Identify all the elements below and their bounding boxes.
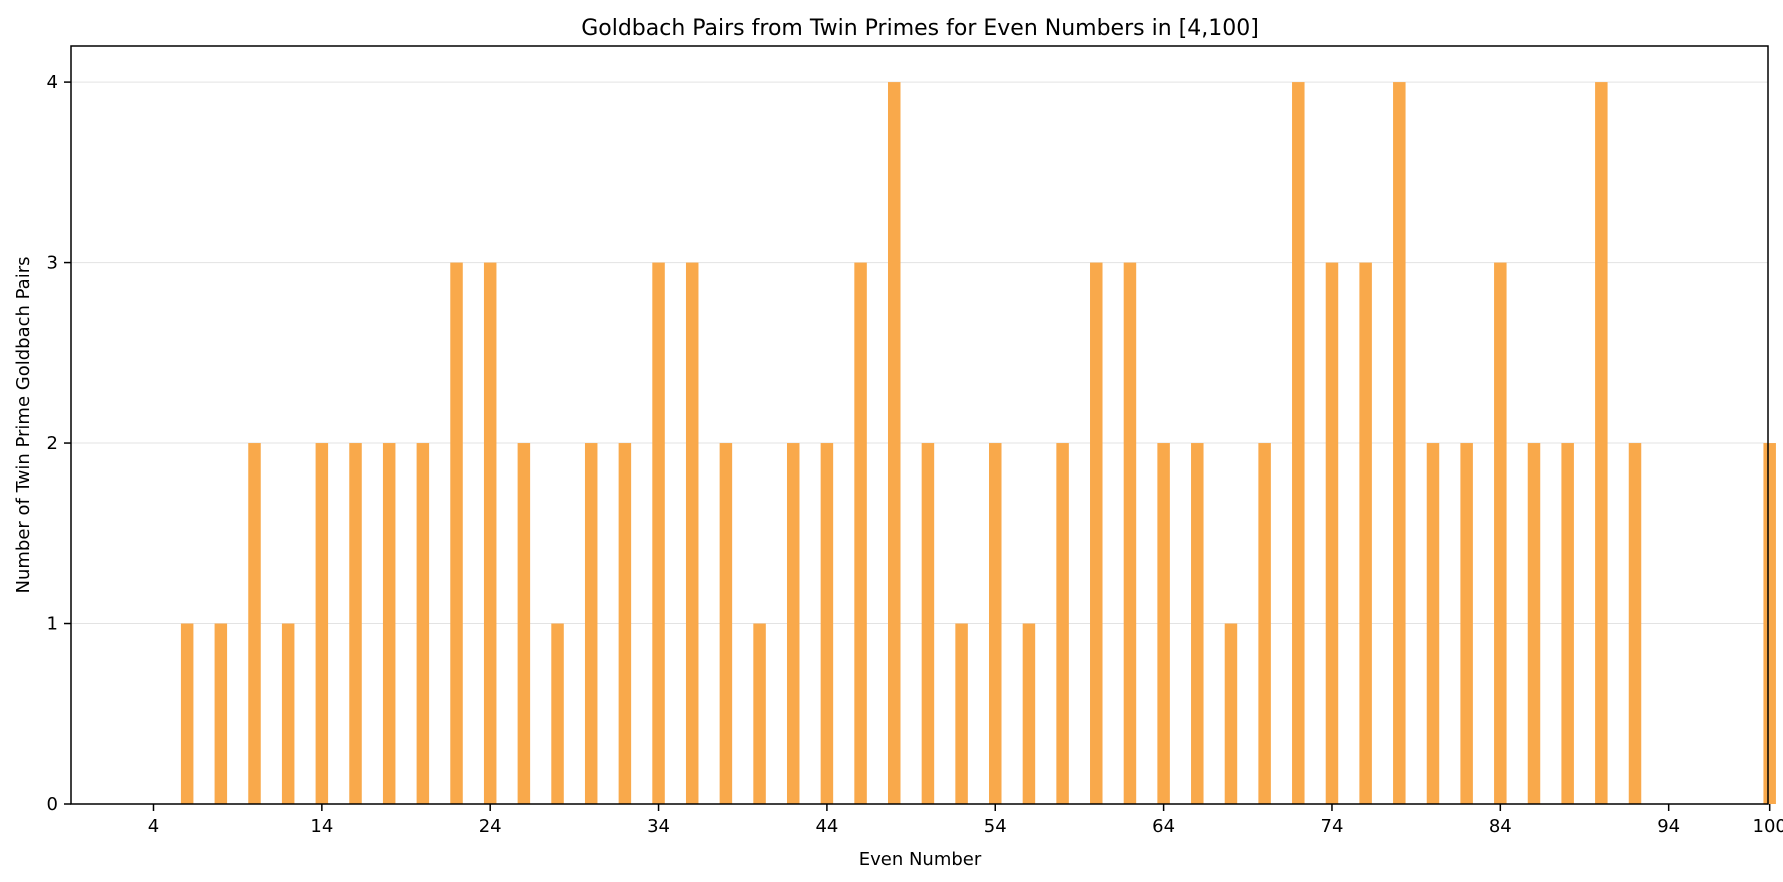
x-tick-label-74: 74 bbox=[1321, 816, 1344, 837]
bar-88 bbox=[1561, 443, 1574, 804]
x-tick-label-84: 84 bbox=[1489, 816, 1512, 837]
bar-44 bbox=[820, 443, 834, 804]
bar-20 bbox=[416, 443, 430, 804]
bar-46 bbox=[854, 262, 867, 805]
bar-6 bbox=[180, 623, 194, 804]
bar-38 bbox=[719, 443, 733, 804]
bar-100 bbox=[1763, 443, 1776, 804]
bar-74 bbox=[1325, 262, 1339, 805]
bar-14 bbox=[315, 443, 329, 804]
bar-40 bbox=[753, 623, 766, 804]
x-tick-label-14: 14 bbox=[310, 816, 333, 837]
bar-84 bbox=[1494, 262, 1507, 805]
bar-62 bbox=[1123, 262, 1137, 805]
x-tick-label-44: 44 bbox=[815, 816, 838, 837]
x-tick-label-100: 100 bbox=[1753, 816, 1783, 837]
bar-80 bbox=[1426, 443, 1440, 804]
bar-52 bbox=[955, 623, 968, 804]
bar-86 bbox=[1527, 443, 1541, 804]
y-axis-label: Number of Twin Prime Goldbach Pairs bbox=[13, 257, 34, 594]
x-axis-label: Even Number bbox=[859, 849, 982, 870]
x-tick-label-34: 34 bbox=[647, 816, 670, 837]
x-tick-label-24: 24 bbox=[479, 816, 502, 837]
bar-8 bbox=[214, 623, 228, 804]
y-tick-label-3: 3 bbox=[47, 253, 58, 274]
bar-70 bbox=[1258, 443, 1271, 804]
x-tick-label-4: 4 bbox=[148, 816, 159, 837]
bar-16 bbox=[349, 443, 362, 804]
bar-64 bbox=[1157, 443, 1170, 804]
bar-54 bbox=[989, 443, 1002, 804]
bar-82 bbox=[1460, 443, 1473, 804]
bar-68 bbox=[1224, 623, 1238, 804]
bar-50 bbox=[921, 443, 935, 804]
y-tick-label-0: 0 bbox=[47, 794, 58, 815]
bar-78 bbox=[1393, 82, 1406, 805]
bar-34 bbox=[652, 262, 665, 805]
bar-36 bbox=[685, 262, 699, 805]
bar-76 bbox=[1359, 262, 1372, 805]
bar-22 bbox=[450, 262, 463, 805]
bar-90 bbox=[1595, 82, 1608, 805]
bar-28 bbox=[551, 623, 564, 804]
y-axis-ticks: 0 1 2 3 4 bbox=[47, 72, 71, 815]
bar-10 bbox=[248, 443, 261, 804]
x-tick-label-64: 64 bbox=[1152, 816, 1175, 837]
y-tick-label-4: 4 bbox=[47, 72, 58, 93]
x-tick-label-94: 94 bbox=[1657, 816, 1680, 837]
bar-56 bbox=[1022, 623, 1036, 804]
x-tick-label-54: 54 bbox=[984, 816, 1007, 837]
bar-66 bbox=[1191, 443, 1204, 804]
bar-72 bbox=[1292, 82, 1305, 805]
chart-title: Goldbach Pairs from Twin Primes for Even… bbox=[581, 16, 1259, 41]
bar-58 bbox=[1056, 443, 1069, 804]
bar-18 bbox=[382, 443, 396, 804]
bar-42 bbox=[786, 443, 800, 804]
bar-48 bbox=[887, 82, 901, 805]
bar-32 bbox=[618, 443, 632, 804]
bar-60 bbox=[1090, 262, 1103, 805]
bar-12 bbox=[281, 623, 295, 804]
bars bbox=[180, 82, 1776, 805]
x-axis-ticks: 4 14 24 34 44 54 64 74 84 94 100 bbox=[148, 804, 1783, 837]
y-tick-label-1: 1 bbox=[47, 614, 58, 635]
y-tick-label-2: 2 bbox=[47, 433, 58, 454]
plot-frame bbox=[70, 45, 1769, 805]
bar-30 bbox=[584, 443, 598, 804]
bar-24 bbox=[483, 262, 497, 805]
bar-26 bbox=[517, 443, 531, 804]
bar-92 bbox=[1628, 443, 1642, 804]
